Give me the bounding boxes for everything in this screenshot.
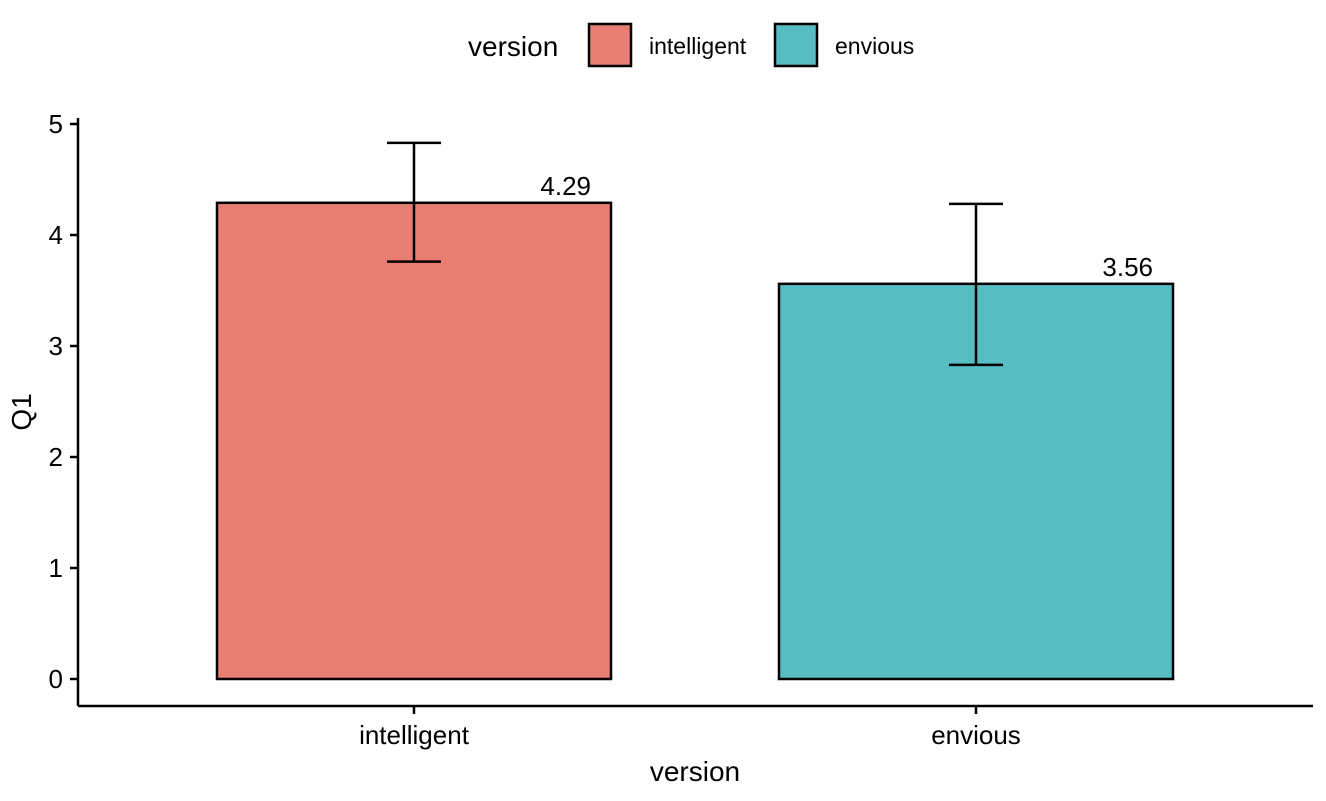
legend-label-envious: envious	[835, 33, 914, 59]
y-axis-title: Q1	[6, 393, 37, 430]
y-tick-label-0: 0	[49, 664, 63, 694]
data-label-envious: 3.56	[1102, 252, 1153, 282]
y-tick-label-2: 2	[49, 442, 63, 472]
error-bars-group	[387, 141, 1003, 367]
data-label-intelligent: 4.29	[540, 171, 591, 201]
legend: version intelligent envious	[468, 22, 914, 68]
bar-intelligent	[215, 201, 613, 681]
x-tick-label-intelligent: intelligent	[359, 720, 470, 750]
y-tick-label-4: 4	[49, 220, 63, 250]
legend-items: intelligent envious	[587, 22, 914, 68]
legend-label-intelligent: intelligent	[649, 33, 747, 59]
x-axis-ticks: intelligent envious	[359, 706, 1021, 750]
legend-key-envious	[773, 22, 819, 68]
y-tick-label-3: 3	[49, 331, 63, 361]
legend-key-intelligent	[587, 22, 633, 68]
y-tick-label-5: 5	[49, 109, 63, 139]
data-labels-group: 4.29 3.56	[540, 171, 1153, 282]
y-axis-ticks: 0 1 2 3 4 5	[49, 109, 78, 694]
x-axis-title: version	[650, 756, 740, 787]
legend-title: version	[468, 31, 558, 62]
x-tick-label-envious: envious	[931, 720, 1021, 750]
bars-group	[215, 201, 1175, 681]
y-tick-label-1: 1	[49, 553, 63, 583]
